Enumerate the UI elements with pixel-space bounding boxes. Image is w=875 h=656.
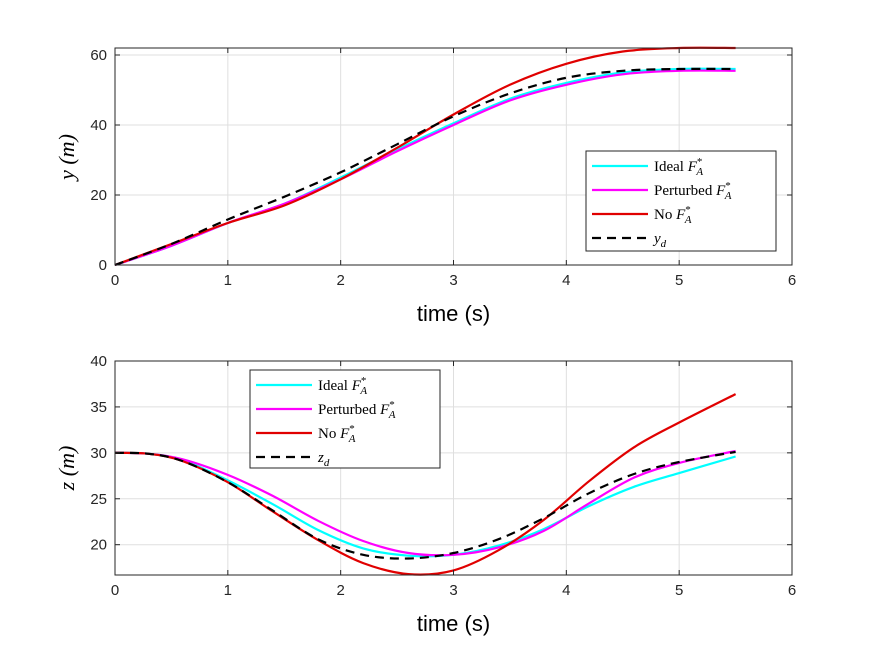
y-chart-x-tick-label: 3 bbox=[449, 272, 457, 289]
z-chart-y-tick-label: 40 bbox=[90, 353, 107, 370]
z-chart-x-axis-label: time (s) bbox=[417, 611, 490, 636]
z-chart-x-tick-label: 1 bbox=[224, 582, 232, 599]
y-chart-x-tick-label: 6 bbox=[788, 272, 796, 289]
z-chart-x-tick-label: 4 bbox=[562, 582, 570, 599]
z-chart-legend-label-0: Ideal F* A bbox=[318, 375, 367, 397]
y-chart-x-tick-label: 4 bbox=[562, 272, 570, 289]
z-chart-legend bbox=[249, 369, 441, 469]
y-chart-legend-label-1: Perturbed F* A bbox=[654, 180, 732, 202]
z-chart-y-tick-label: 25 bbox=[90, 491, 107, 508]
z-chart-x-tick-label: 2 bbox=[336, 582, 344, 599]
y-chart-y-tick-label: 60 bbox=[90, 47, 107, 64]
y-chart-y-axis-label: y (m) bbox=[54, 134, 79, 182]
y-chart-legend-label-2: No F* A bbox=[654, 204, 692, 226]
y-chart-y-tick-label: 40 bbox=[90, 117, 107, 134]
y-chart-y-tick-label: 20 bbox=[90, 187, 107, 204]
z-position-chart: 0 1 2 3 4 5 6 20 25 30 35 40 time (s) z (m) Ideal F* AP… bbox=[54, 353, 796, 636]
y-chart-series-line-3 bbox=[114, 67, 736, 267]
y-chart-y-tick-label: 0 bbox=[99, 257, 107, 274]
z-chart-y-tick-label: 30 bbox=[90, 445, 107, 462]
y-chart-x-tick-label: 5 bbox=[675, 272, 683, 289]
z-chart-y-tick-label: 35 bbox=[90, 399, 107, 416]
z-chart-legend-label-3: zd bbox=[317, 450, 330, 469]
y-chart-legend-label-0: Ideal F* A bbox=[654, 156, 703, 178]
z-chart-series-line-1 bbox=[114, 449, 736, 557]
y-chart-legend bbox=[585, 150, 777, 252]
y-chart-series-line-2 bbox=[114, 46, 736, 267]
z-chart-x-tick-label: 6 bbox=[788, 582, 796, 599]
z-chart-y-axis-label: z (m) bbox=[54, 446, 79, 492]
z-chart-y-tick-label: 20 bbox=[90, 537, 107, 554]
z-chart-x-tick-label: 0 bbox=[111, 582, 119, 599]
y-chart-legend-label-3: yd bbox=[652, 231, 667, 250]
y-chart-x-tick-label: 1 bbox=[224, 272, 232, 289]
y-chart-x-tick-label: 0 bbox=[111, 272, 119, 289]
y-chart-x-axis-label: time (s) bbox=[417, 301, 490, 326]
z-chart-legend-label-2: No F* A bbox=[318, 423, 356, 445]
z-chart-legend-label-1: Perturbed F* A bbox=[318, 399, 396, 421]
z-chart-x-tick-label: 3 bbox=[449, 582, 457, 599]
z-chart-x-tick-label: 5 bbox=[675, 582, 683, 599]
z-chart-series-line-3 bbox=[114, 450, 736, 560]
y-chart-x-tick-label: 2 bbox=[336, 272, 344, 289]
